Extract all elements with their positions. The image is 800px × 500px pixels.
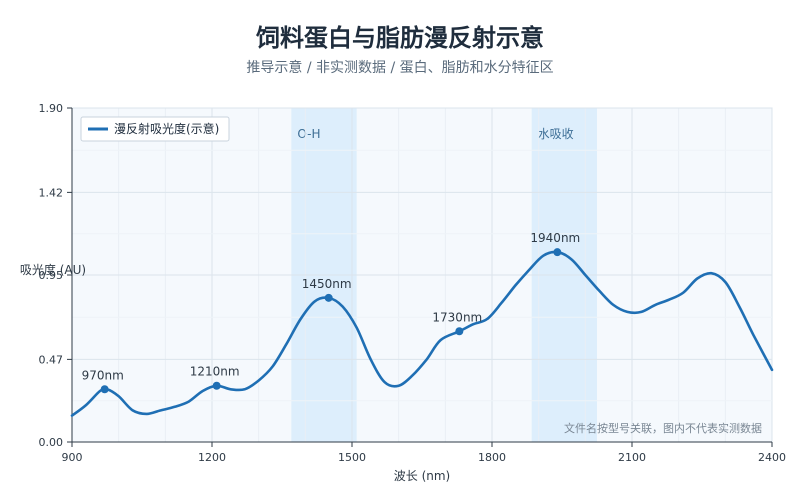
x-tick-label-1800: 1800 [478, 451, 506, 464]
band-label-0: O-H [297, 127, 320, 141]
y-tick-label-2: 0.95 [39, 269, 64, 282]
series-layer [70, 250, 774, 417]
x-tick-label-900: 900 [62, 451, 83, 464]
y-tick-label-4: 1.90 [39, 102, 64, 115]
peak-marker-0 [100, 385, 109, 394]
legend-box [80, 116, 230, 142]
legend: 漫反射吸光度(示意) [80, 116, 230, 142]
y-tick-label-0: 0.00 [39, 436, 64, 449]
footnote: 文件名按型号关联，图内不代表实测数据 [564, 421, 762, 435]
legend-label: 漫反射吸光度(示意) [114, 121, 219, 136]
y-axis-title: 吸光度 (AU) [20, 262, 86, 277]
x-tick-label-2400: 2400 [758, 451, 786, 464]
chart-subtitle: 推导示意 / 非实测数据 / 蛋白、脂肪和水分特征区 [246, 60, 554, 76]
chart-title: 饲料蛋白与脂肪漫反射示意 [256, 24, 544, 52]
annotations-layer: 970nm 1210nm 1450nm 1730nm 1940nm [82, 231, 580, 394]
peak-label-0: 970nm [82, 368, 124, 382]
band-label-1: 水吸收 [538, 127, 574, 141]
x-tick-label-1500: 1500 [338, 451, 366, 464]
y-tick-label-1: 0.47 [39, 353, 64, 366]
series-line [70, 250, 774, 417]
peak-marker-2 [324, 293, 333, 302]
peak-label-2: 1450nm [302, 277, 352, 291]
peak-marker-3 [455, 327, 464, 336]
x-tick-label-2100: 2100 [618, 451, 646, 464]
x-axis-title: 波长 (nm) [394, 469, 450, 483]
peak-label-3: 1730nm [432, 310, 482, 324]
peak-marker-1 [212, 381, 221, 390]
axes-layer: 900 1200 1500 1800 2100 2400 0.00 0.47 0.95 1.42 1… [39, 102, 787, 464]
x-tick-label-1200: 1200 [198, 451, 226, 464]
peak-label-1: 1210nm [190, 365, 240, 379]
peak-marker-4 [553, 248, 562, 257]
y-tick-label-3: 1.42 [39, 186, 64, 199]
peak-label-4: 1940nm [530, 231, 580, 245]
grid-layer [71, 107, 773, 443]
